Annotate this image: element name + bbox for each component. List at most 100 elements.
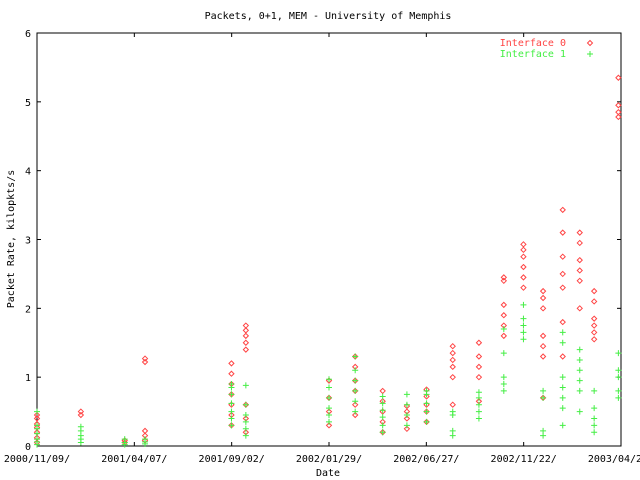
- legend-marker-1: [587, 51, 593, 57]
- data-point: [615, 394, 622, 401]
- data-point: [559, 384, 566, 391]
- data-point: [559, 405, 566, 412]
- data-point: [242, 418, 249, 425]
- data-point: [475, 394, 482, 401]
- data-point: [591, 415, 598, 422]
- data-point: [590, 298, 598, 305]
- data-point: [423, 418, 430, 425]
- data-point: [403, 401, 410, 408]
- x-tick-label: 2002/06/27/: [393, 454, 459, 465]
- data-point: [228, 360, 235, 367]
- data-point: [475, 363, 483, 371]
- data-point: [615, 367, 622, 374]
- data-point: [228, 408, 235, 415]
- legend-marker-0: [586, 39, 594, 47]
- data-point: [242, 327, 250, 334]
- data-point: [590, 329, 598, 336]
- data-point: [33, 411, 41, 419]
- data-point: [590, 315, 598, 322]
- data-point: [141, 355, 149, 362]
- data-point: [559, 206, 566, 214]
- y-tick-label: 6: [25, 29, 31, 40]
- data-point: [33, 415, 41, 422]
- data-point: [576, 356, 583, 363]
- y-axis: 0 1 2 3 4 5 6: [25, 29, 621, 453]
- data-point: [449, 427, 456, 434]
- data-point: [449, 408, 456, 415]
- data-point: [475, 389, 482, 396]
- data-point: [559, 339, 566, 346]
- y-tick-label: 0: [25, 442, 31, 453]
- data-point: [576, 267, 583, 274]
- x-tick-label: 2000/11/09/: [4, 454, 70, 465]
- series-interface-0: [33, 74, 622, 446]
- data-point: [591, 405, 598, 412]
- data-point: [423, 393, 430, 400]
- data-point: [590, 322, 598, 329]
- data-point: [325, 422, 333, 429]
- data-point: [228, 391, 235, 398]
- data-point: [423, 408, 430, 415]
- data-point: [351, 411, 359, 419]
- data-point: [351, 401, 359, 408]
- data-point: [576, 367, 583, 374]
- data-point: [228, 415, 235, 422]
- data-point: [500, 274, 508, 281]
- data-point: [379, 393, 386, 400]
- data-point: [540, 394, 547, 401]
- legend-label: Interface 1: [500, 49, 566, 60]
- data-point: [540, 427, 547, 434]
- plot-frame: [36, 32, 622, 447]
- data-point: [379, 422, 386, 429]
- data-point: [242, 346, 250, 353]
- data-point: [475, 401, 482, 408]
- data-point: [352, 398, 359, 405]
- data-point: [352, 367, 359, 374]
- data-point: [539, 294, 547, 302]
- data-point: [559, 329, 566, 336]
- data-point: [520, 246, 527, 254]
- data-point: [520, 274, 527, 281]
- data-point: [576, 239, 583, 247]
- data-point: [379, 387, 386, 395]
- data-point: [559, 394, 566, 401]
- data-point: [539, 287, 547, 295]
- data-point: [449, 401, 456, 408]
- data-point: [590, 336, 598, 343]
- data-point: [228, 381, 235, 388]
- data-point: [539, 305, 547, 312]
- series-interface-1: [34, 301, 622, 448]
- data-point: [500, 325, 507, 332]
- data-point: [423, 387, 430, 394]
- data-point: [403, 391, 410, 398]
- y-axis-label: Packet Rate, kilopkts/s: [6, 170, 17, 308]
- data-point: [326, 376, 332, 383]
- data-point: [34, 408, 40, 415]
- data-point: [379, 429, 386, 436]
- data-point: [500, 332, 508, 340]
- data-point: [449, 342, 456, 350]
- data-point: [559, 229, 566, 236]
- y-tick-label: 5: [25, 98, 31, 109]
- data-point: [423, 401, 430, 408]
- x-axis: 2000/11/09/2001/04/07/2001/09/02/2002/01…: [4, 33, 640, 465]
- data-point: [352, 377, 359, 384]
- data-point: [326, 384, 332, 391]
- data-point: [228, 370, 235, 377]
- data-point: [500, 312, 508, 319]
- data-point: [559, 284, 566, 291]
- data-point: [228, 400, 235, 407]
- data-point: [475, 373, 483, 381]
- y-tick-label: 1: [25, 373, 31, 384]
- data-point: [449, 373, 456, 381]
- data-point: [379, 407, 386, 414]
- data-point: [520, 315, 527, 322]
- data-point: [379, 408, 386, 415]
- data-point: [242, 339, 250, 346]
- data-point: [77, 411, 85, 419]
- data-point: [352, 353, 359, 360]
- data-point: [403, 402, 411, 410]
- data-point: [591, 387, 598, 394]
- data-point: [325, 377, 333, 384]
